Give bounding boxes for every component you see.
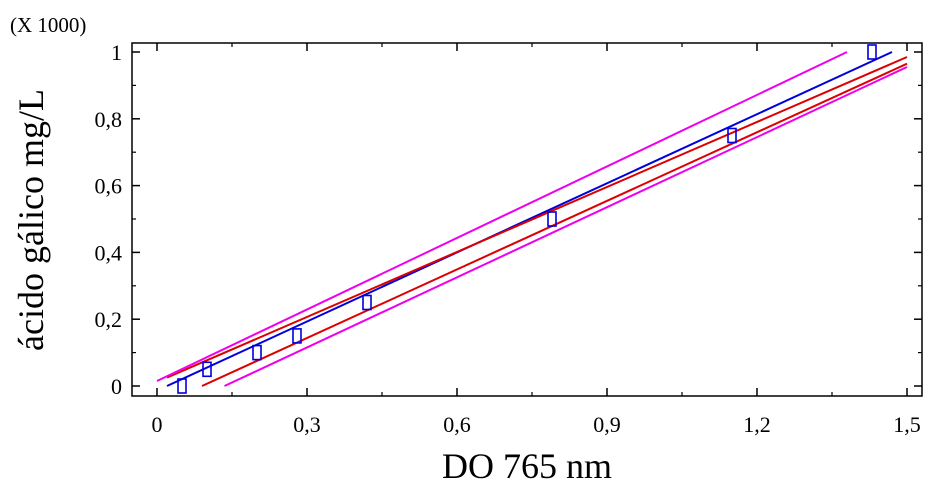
x-tick-label: 0: [152, 412, 163, 437]
x-tick-label: 1,2: [743, 412, 771, 437]
points-layer: [177, 44, 877, 394]
x-tick-label: 0,9: [593, 412, 621, 437]
x-axis-title: DO 765 nm: [442, 446, 612, 486]
series-line-2: [201, 62, 908, 387]
x-tick-label: 0,3: [293, 412, 321, 437]
data-point: [177, 378, 187, 394]
data-point: [727, 127, 737, 144]
data-point: [867, 44, 877, 60]
data-point: [252, 344, 262, 361]
series-layer: [156, 51, 908, 387]
axis-ticks: [132, 43, 922, 396]
y-axis-title: ácido gálico mg/L: [11, 89, 51, 351]
data-point: [547, 211, 557, 227]
y-tick-label: 0,2: [95, 307, 123, 332]
data-point: [362, 294, 372, 311]
y-tick-label: 0,8: [95, 107, 123, 132]
series-line-4: [224, 66, 908, 387]
y-tick-label: 0,6: [95, 174, 123, 199]
x-tick-label: 1,5: [893, 412, 921, 437]
y-tick-label: 1: [111, 40, 122, 65]
x-tick-label: 0,6: [443, 412, 471, 437]
data-point: [292, 328, 302, 344]
tick-labels: 0 0,3 0,6 0,9 1,2 1,5 0 0,2 0,4 0,6 0,8 1: [95, 40, 921, 437]
series-line-0: [166, 51, 893, 387]
data-point: [202, 361, 212, 378]
series-line-3: [156, 51, 848, 382]
y-tick-label: 0,4: [95, 240, 123, 265]
y-tick-label: 0: [111, 374, 122, 399]
series-line-1: [166, 56, 908, 379]
y-scale-label: (X 1000): [10, 13, 86, 37]
